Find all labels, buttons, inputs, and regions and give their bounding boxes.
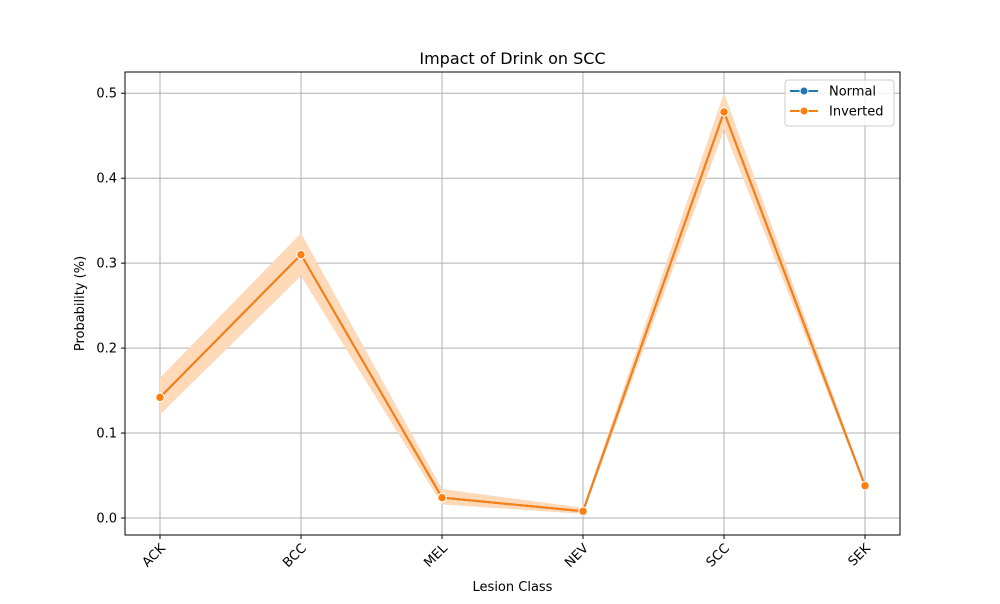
legend-item-inverted: Inverted [790, 105, 883, 120]
grid-lines [125, 72, 900, 535]
y-tick-label: 0.0 [96, 512, 117, 527]
data-point-inverted [719, 107, 729, 117]
legend-marker-inverted [799, 106, 809, 116]
series-line-inverted [159, 110, 866, 513]
y-tick-label: 0.3 [96, 257, 117, 272]
y-tick-label: 0.2 [96, 342, 117, 357]
y-tick-label: 0.1 [96, 427, 117, 442]
plot-frame [124, 71, 901, 536]
y-tick-label: 0.4 [96, 172, 117, 187]
data-point-inverted [155, 392, 165, 403]
data-point-inverted [296, 249, 306, 260]
series-markers [155, 107, 870, 516]
series-lines [159, 110, 866, 513]
confidence-bands [160, 93, 865, 514]
legend-marker-normal [799, 86, 809, 96]
data-point-inverted [578, 506, 588, 516]
x-axis-label: Lesion Class [473, 580, 553, 595]
legend-label-normal: Normal [829, 85, 876, 100]
data-point-inverted [437, 492, 447, 503]
y-axis-label: Probability (%) [73, 256, 88, 351]
y-tick-label: 0.5 [96, 87, 117, 102]
chart-title: Impact of Drink on SCC [419, 49, 605, 68]
legend: Normal Inverted [784, 79, 895, 127]
y-axis-ticks: 0.0 0.1 0.2 0.3 0.4 0.5 [96, 87, 125, 527]
legend-item-normal: Normal [790, 85, 876, 100]
data-point-inverted [860, 481, 870, 491]
confidence-band-inverted [160, 93, 865, 514]
legend-label-inverted: Inverted [829, 105, 883, 120]
